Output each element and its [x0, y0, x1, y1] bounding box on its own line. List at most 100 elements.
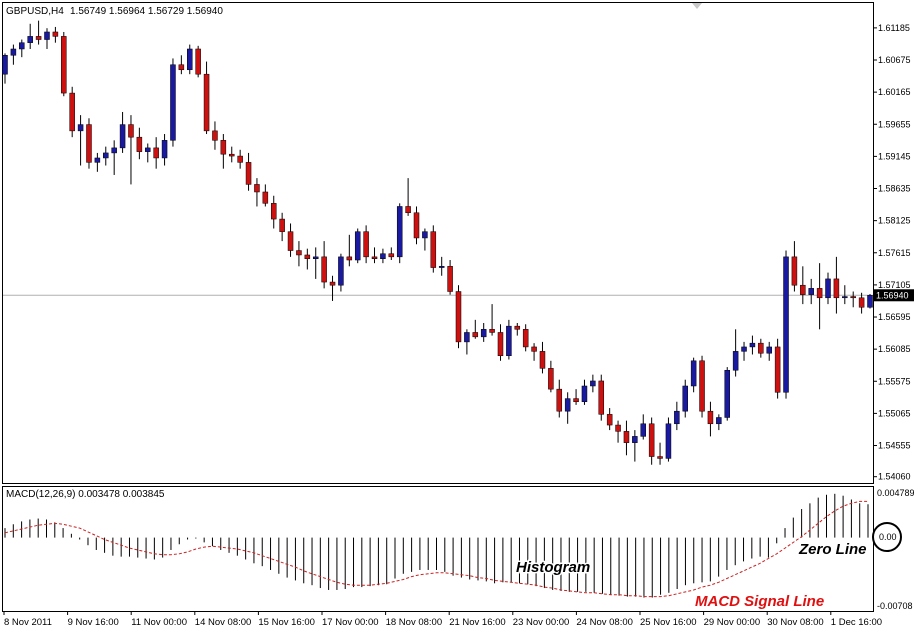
bear-candle-body — [573, 398, 579, 402]
candle — [531, 343, 537, 361]
bear-candle-body — [254, 184, 260, 193]
bear-candle-body — [346, 256, 353, 261]
bear-candle-body — [279, 218, 285, 232]
current-price-tag: 1.56940 — [874, 289, 914, 302]
bear-candle-body — [447, 266, 453, 292]
bear-candle-body — [212, 130, 218, 141]
candle — [514, 323, 521, 336]
candle — [405, 178, 411, 216]
bear-candle-body — [86, 124, 92, 163]
time-tick-label: 18 Nov 08:00 — [386, 617, 443, 628]
macd-tick-zero: 0.00 — [879, 532, 897, 542]
candle — [539, 341, 546, 374]
candle — [623, 420, 630, 456]
bear-candle-body — [850, 296, 856, 299]
bull-candle-body — [690, 360, 697, 387]
bull-candle-body — [19, 42, 25, 50]
candle — [816, 263, 823, 330]
candle — [674, 401, 680, 431]
candle — [590, 374, 596, 393]
bull-candle-body — [506, 325, 512, 357]
candle — [354, 228, 361, 264]
bear-candle-body — [35, 36, 42, 40]
candle — [77, 115, 84, 166]
bull-candle-body — [312, 256, 319, 259]
candle — [766, 341, 772, 361]
candle — [270, 195, 277, 229]
candle — [606, 408, 613, 431]
price-tick-label: 1.60675 — [878, 55, 911, 65]
candle — [128, 115, 134, 185]
candle — [682, 379, 688, 418]
candle — [632, 430, 638, 462]
candle — [321, 241, 327, 289]
bear-candle-body — [262, 191, 269, 204]
chart-shift-marker[interactable] — [692, 3, 702, 9]
candle — [791, 241, 798, 292]
candle — [178, 55, 185, 75]
bull-candle-body — [111, 147, 117, 154]
candle — [716, 414, 722, 431]
candle — [254, 178, 260, 207]
bull-candle-body — [724, 369, 730, 418]
price-tick-label: 1.61185 — [878, 23, 910, 33]
candle — [422, 228, 428, 251]
bear-candle-body — [548, 368, 554, 390]
candle — [2, 53, 8, 84]
candle — [228, 146, 235, 163]
bull-candle-body — [44, 31, 50, 40]
bear-candle-body — [606, 414, 613, 426]
time-tick-label: 14 Nov 08:00 — [195, 617, 252, 628]
bull-candle-body — [741, 346, 747, 352]
candle — [262, 184, 269, 207]
bull-candle-body — [2, 55, 8, 75]
candle — [103, 146, 109, 166]
bear-candle-body — [816, 288, 823, 299]
bear-candle-body — [136, 136, 143, 152]
bear-candle-body — [178, 64, 185, 71]
zero-line-annotation: Zero Line — [798, 541, 867, 558]
bear-candle-body — [388, 253, 395, 258]
candle — [245, 152, 252, 191]
candle — [371, 247, 378, 264]
bull-candle-body — [145, 147, 151, 152]
current-price-tag-bg — [874, 289, 914, 302]
candlestick-series — [2, 20, 873, 465]
candle — [741, 341, 747, 361]
candle — [573, 389, 579, 405]
candle — [287, 223, 294, 257]
time-tick-label: 25 Nov 16:00 — [640, 617, 697, 628]
candle — [52, 26, 59, 43]
candle — [707, 401, 714, 437]
bear-candle-body — [455, 291, 462, 343]
candle — [497, 324, 504, 361]
candle — [548, 360, 554, 393]
bear-candle-body — [774, 346, 781, 393]
price-tick-label: 1.55065 — [878, 408, 911, 418]
bear-candle-body — [228, 153, 235, 157]
bear-candle-body — [195, 48, 201, 75]
bull-candle-body — [94, 157, 101, 163]
candle — [699, 355, 705, 418]
bull-candle-body — [161, 140, 168, 159]
price-tick-label: 1.59655 — [878, 119, 911, 129]
candle — [161, 134, 168, 166]
bull-candle-body — [825, 278, 831, 299]
bear-candle-body — [531, 346, 537, 352]
price-tick-label: 1.59145 — [878, 151, 911, 161]
candle — [61, 31, 67, 97]
bull-candle-body — [480, 329, 487, 338]
candle — [388, 247, 395, 261]
price-tick-label: 1.54555 — [878, 441, 911, 451]
histogram-annotation: Histogram — [516, 559, 590, 576]
candle — [187, 44, 193, 75]
bull-candle-body — [103, 152, 109, 159]
candle — [480, 323, 487, 342]
candle — [86, 118, 92, 169]
bull-candle-body — [581, 385, 588, 402]
bull-candle-body — [590, 380, 596, 387]
bear-candle-body — [371, 256, 378, 259]
bull-candle-body — [665, 423, 672, 459]
price-tick-label: 1.54060 — [878, 472, 911, 482]
bear-candle-body — [329, 281, 336, 286]
